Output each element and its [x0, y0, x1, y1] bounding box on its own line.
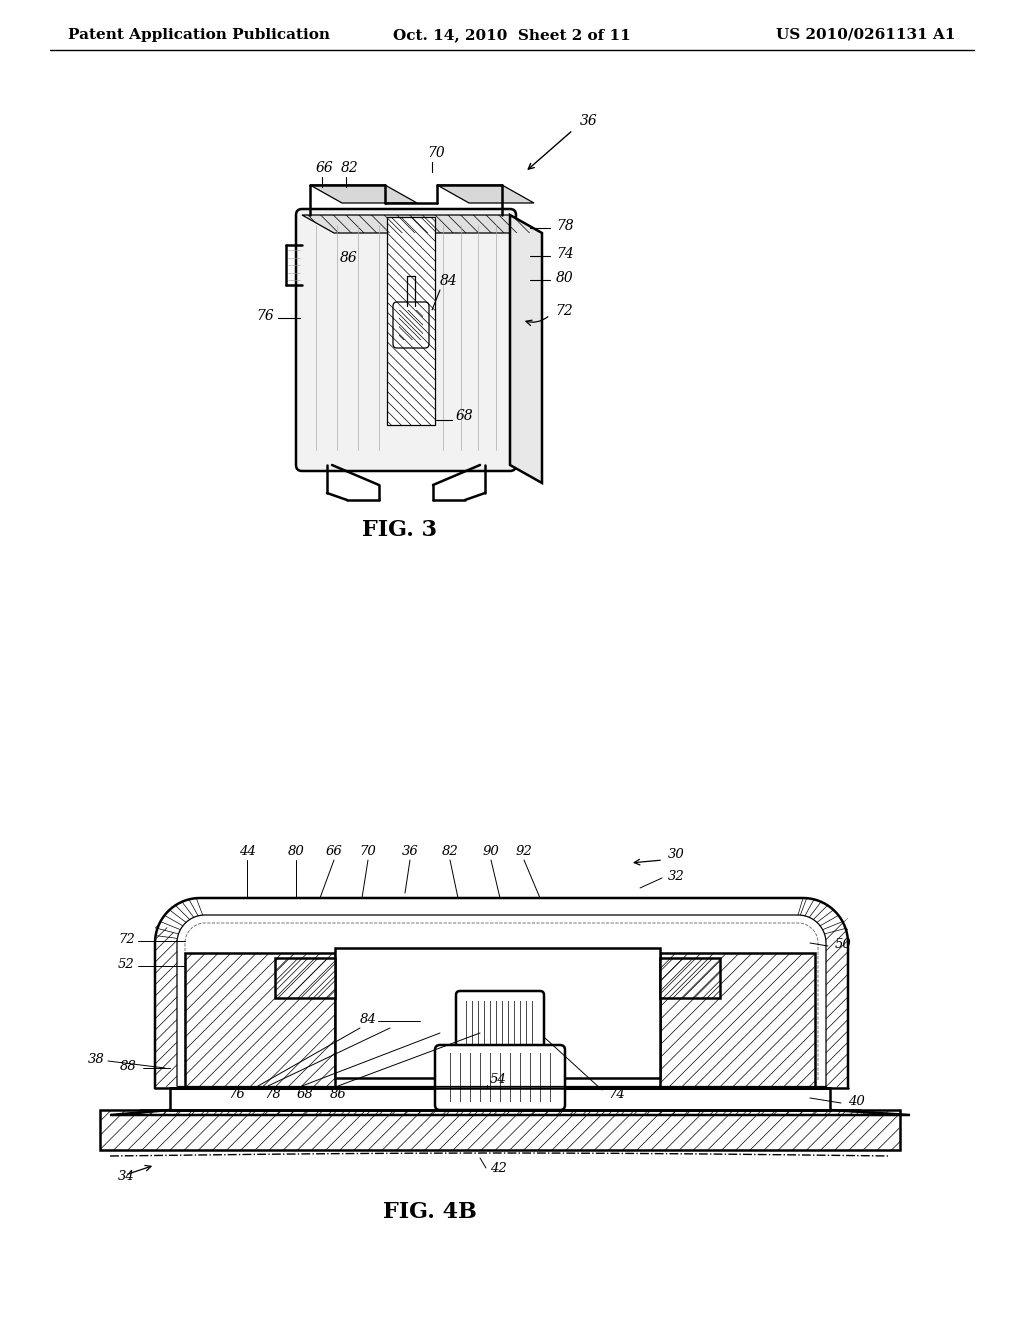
Polygon shape [302, 215, 542, 234]
Polygon shape [660, 958, 720, 998]
Text: 70: 70 [427, 147, 444, 160]
Text: 50: 50 [835, 939, 852, 950]
Bar [335, 948, 660, 1078]
Text: FIG. 4B: FIG. 4B [383, 1201, 477, 1224]
Text: 74: 74 [556, 247, 573, 261]
Text: 36: 36 [580, 114, 598, 128]
Text: US 2010/0261131 A1: US 2010/0261131 A1 [776, 28, 956, 42]
Text: 66: 66 [326, 845, 342, 858]
Polygon shape [170, 1088, 830, 1110]
Text: FIG. 3: FIG. 3 [362, 519, 437, 541]
Text: 78: 78 [556, 219, 573, 234]
Text: 84: 84 [360, 1012, 377, 1026]
Text: 68: 68 [456, 409, 474, 422]
Text: 42: 42 [490, 1162, 507, 1175]
Polygon shape [437, 185, 534, 203]
Text: 82: 82 [341, 161, 358, 176]
Text: Oct. 14, 2010  Sheet 2 of 11: Oct. 14, 2010 Sheet 2 of 11 [393, 28, 631, 42]
FancyBboxPatch shape [456, 991, 544, 1053]
Polygon shape [660, 953, 815, 1088]
Text: 72: 72 [555, 304, 572, 318]
Text: 52: 52 [118, 958, 135, 972]
Text: 68: 68 [297, 1088, 313, 1101]
Text: 38: 38 [88, 1053, 104, 1067]
Text: 72: 72 [118, 933, 135, 946]
Text: 86: 86 [330, 1088, 347, 1101]
Text: 76: 76 [256, 309, 273, 323]
Polygon shape [310, 185, 417, 203]
Bar [387, 216, 435, 425]
Text: 88: 88 [120, 1060, 137, 1073]
Text: 54: 54 [490, 1073, 507, 1086]
Text: 74: 74 [608, 1088, 625, 1101]
Text: 44: 44 [239, 845, 255, 858]
Text: 36: 36 [401, 845, 419, 858]
Polygon shape [110, 1110, 910, 1115]
Text: 66: 66 [316, 161, 334, 176]
FancyBboxPatch shape [296, 209, 516, 471]
Text: 30: 30 [668, 847, 685, 861]
Polygon shape [180, 1088, 820, 1110]
Text: 80: 80 [556, 271, 573, 285]
Text: 92: 92 [516, 845, 532, 858]
Text: 34: 34 [118, 1170, 135, 1183]
Polygon shape [100, 1110, 900, 1150]
Text: 90: 90 [482, 845, 500, 858]
Polygon shape [185, 953, 335, 1088]
Text: 82: 82 [441, 845, 459, 858]
Text: 86: 86 [340, 251, 357, 265]
Text: 32: 32 [668, 870, 685, 883]
Text: 78: 78 [264, 1088, 281, 1101]
FancyBboxPatch shape [393, 302, 429, 348]
Text: 84: 84 [440, 275, 458, 288]
Polygon shape [275, 958, 335, 998]
Text: Patent Application Publication: Patent Application Publication [68, 28, 330, 42]
Text: 40: 40 [848, 1096, 864, 1107]
Text: 70: 70 [359, 845, 377, 858]
FancyBboxPatch shape [435, 1045, 565, 1110]
Text: 76: 76 [228, 1088, 245, 1101]
Text: 80: 80 [288, 845, 304, 858]
Polygon shape [510, 215, 542, 483]
